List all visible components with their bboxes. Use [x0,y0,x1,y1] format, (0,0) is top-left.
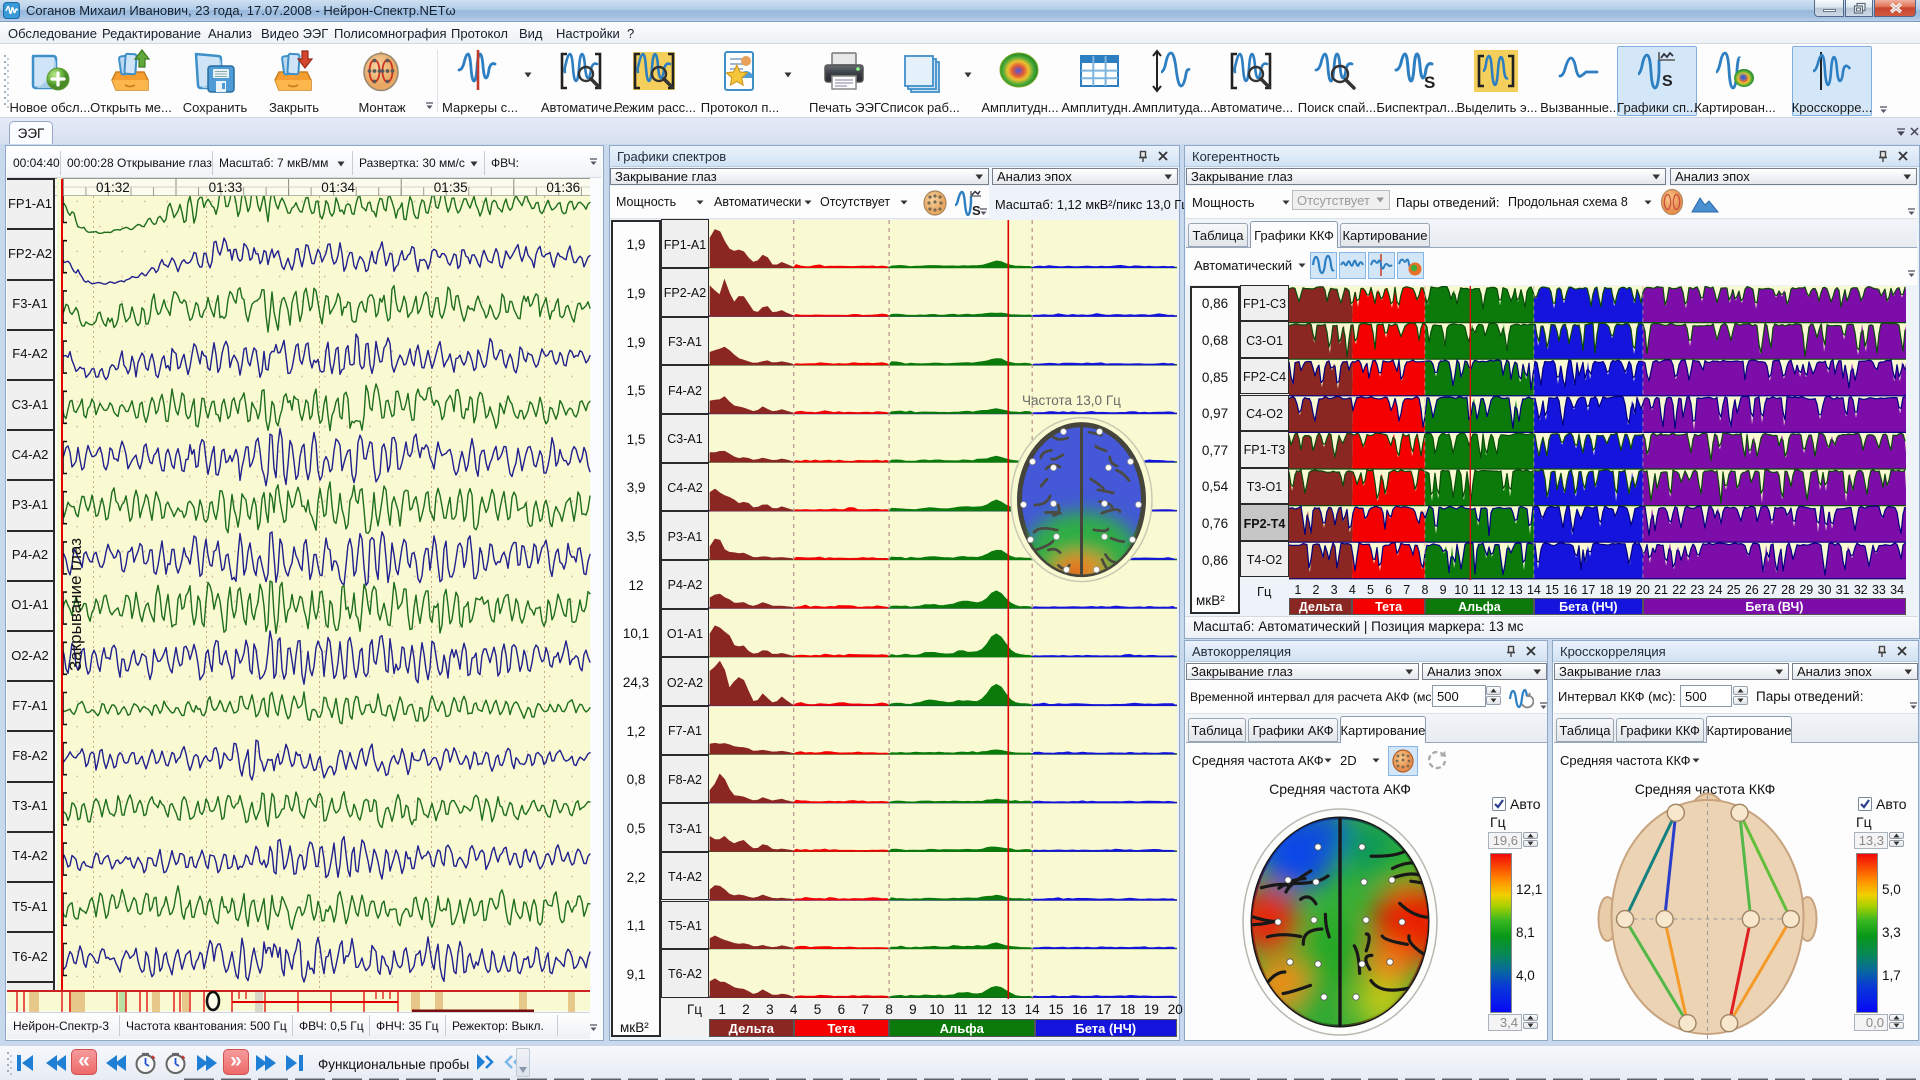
svg-text:S: S [1662,73,1673,90]
svg-text:S: S [1424,73,1435,92]
svg-text:Закрывание глаз: Закрывание глаз [66,538,85,671]
svg-text:S: S [972,203,981,218]
